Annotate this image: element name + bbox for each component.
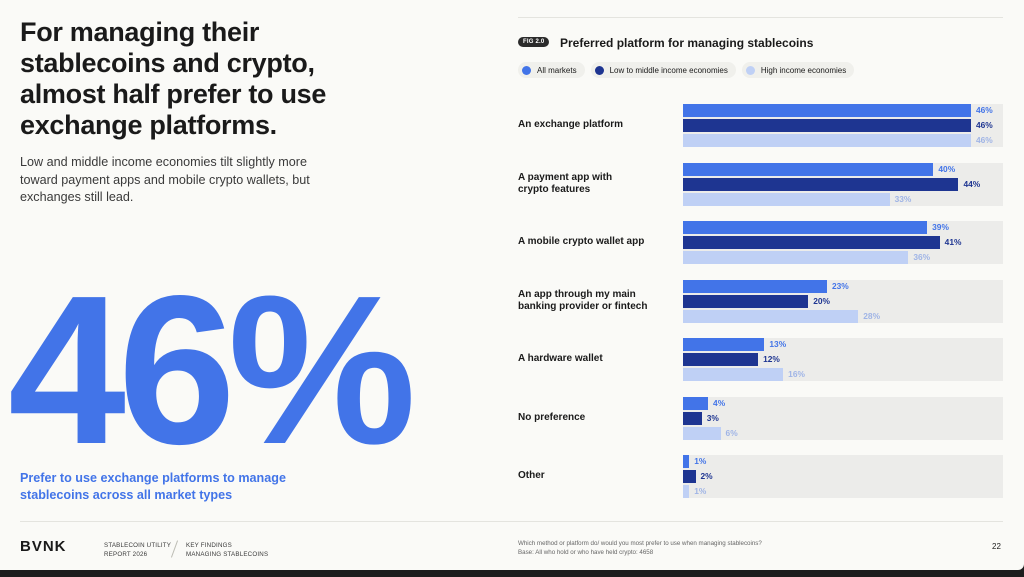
bar-group-background <box>683 396 1003 440</box>
legend-dot-all-markets <box>522 65 531 75</box>
bar-low-middle-income <box>683 411 702 425</box>
bar-value-label: 39% <box>932 222 949 232</box>
page-subtext: Low and middle income economies tilt sli… <box>20 155 310 204</box>
bar-value-label: 1% <box>694 456 707 466</box>
bar-all-markets <box>683 396 709 410</box>
bar-value-label: 16% <box>788 369 805 379</box>
bar-low-middle-income <box>683 119 971 132</box>
bar-value-label: 1% <box>694 486 707 496</box>
category-label: A hardware wallet <box>518 353 603 365</box>
bar-value-label: 46% <box>975 105 993 115</box>
category-label: A mobile crypto wallet app <box>518 236 645 248</box>
bar-group-background <box>683 455 1003 498</box>
top-divider <box>518 17 1003 18</box>
bar-value-label: 2% <box>700 471 713 481</box>
page-headline: For managing their stablecoins and crypt… <box>20 17 327 140</box>
footer-section-line2: MANAGING STABLECOINS <box>186 550 269 558</box>
bar-value-label: 46% <box>975 120 993 130</box>
legend-dot-low-middle-income <box>594 65 604 75</box>
bar-all-markets <box>683 221 928 234</box>
bar-all-markets <box>683 455 690 468</box>
legend-label-all-markets: All markets <box>537 65 577 75</box>
bar-value-label: 28% <box>863 310 881 321</box>
bar-all-markets <box>683 338 765 351</box>
bar-value-label: 41% <box>944 237 962 247</box>
bar-low-middle-income <box>683 177 959 191</box>
category-label: Other <box>518 470 545 482</box>
footer-divider <box>20 521 1003 522</box>
legend-item-all-markets: All markets <box>518 62 585 78</box>
bvnk-logo: BVNK <box>20 538 67 555</box>
category-label: An app through my main banking provider o… <box>518 288 648 313</box>
bar-high-income <box>683 368 784 381</box>
chart-footnote: Which method or platform do/ would you m… <box>518 540 868 557</box>
bar-value-label: 46% <box>975 135 993 145</box>
legend-label-high-income: High income economies <box>760 65 847 75</box>
big-stat: 46% <box>8 251 416 488</box>
bar-value-label: 23% <box>831 280 849 291</box>
bar-value-label: 33% <box>894 193 912 204</box>
bar-value-label: 44% <box>963 178 981 189</box>
bar-all-markets <box>683 104 971 117</box>
bar-value-label: 13% <box>769 339 787 349</box>
bar-value-label: 3% <box>706 412 719 423</box>
chart-legend: All markets Low to middle income economi… <box>518 62 855 78</box>
legend-item-high-income: High income economies <box>741 62 855 78</box>
footer-report-line1: STABLECOIN UTILITY <box>104 542 172 549</box>
footer-report-name: STABLECOIN UTILITY REPORT 2026 <box>104 542 171 559</box>
footer-slash-divider <box>170 540 179 558</box>
figure-badge: FIG 2.0 <box>518 37 550 47</box>
bar-low-middle-income <box>683 470 696 483</box>
bar-high-income <box>683 426 721 440</box>
legend-dot-high-income <box>745 65 755 75</box>
bar-high-income <box>683 192 890 206</box>
stat-caption: Prefer to use exchange platforms to mana… <box>20 471 286 502</box>
footer-report-line2: REPORT 2026 <box>104 550 148 558</box>
chart-title: Preferred platform for managing stableco… <box>560 36 814 50</box>
bar-value-label: 40% <box>938 163 956 174</box>
category-label: A payment app with crypto features <box>518 171 613 196</box>
bar-high-income <box>683 485 690 498</box>
bar-value-label: 4% <box>713 397 726 408</box>
bar-value-label: 36% <box>913 252 931 262</box>
category-label: No preference <box>518 411 586 423</box>
bar-low-middle-income <box>683 236 940 249</box>
legend-label-low-middle-income: Low to middle income economies <box>609 65 728 75</box>
bar-high-income <box>683 309 859 323</box>
category-label: An exchange platform <box>518 119 624 131</box>
bar-value-label: 6% <box>725 427 738 438</box>
bar-high-income <box>683 251 909 264</box>
footnote-question: Which method or platform do/ would you m… <box>518 540 762 547</box>
footnote-base: Base: All who hold or who have held cryp… <box>518 548 654 556</box>
page-number: 22 <box>992 542 1001 551</box>
footer-section-name: KEY FINDINGS MANAGING STABLECOINS <box>186 542 268 559</box>
legend-item-low-middle-income: Low to middle income economies <box>590 62 736 78</box>
footer-section-line1: KEY FINDINGS <box>186 542 232 549</box>
bar-value-label: 20% <box>813 295 830 306</box>
bar-all-markets <box>683 162 934 176</box>
bar-low-middle-income <box>683 294 809 308</box>
bar-low-middle-income <box>683 353 759 366</box>
bar-all-markets <box>683 279 827 293</box>
bar-high-income <box>683 134 971 147</box>
bar-value-label: 12% <box>763 354 780 364</box>
